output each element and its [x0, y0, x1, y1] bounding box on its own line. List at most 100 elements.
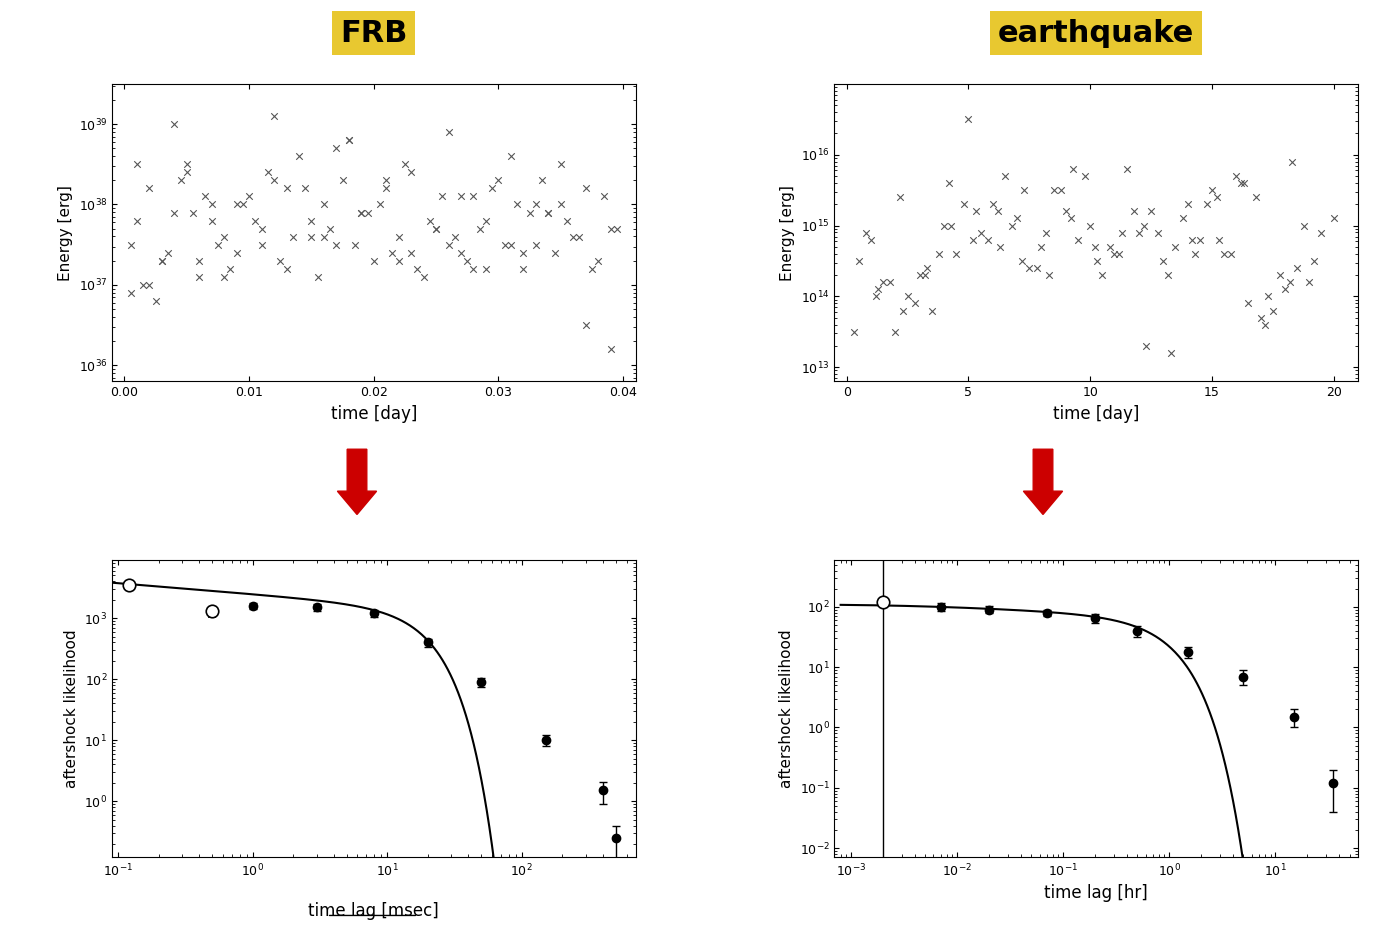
Point — [175, 165, 197, 180]
Point — [587, 254, 609, 268]
Point — [424, 221, 447, 236]
Point — [1172, 211, 1194, 226]
Point — [1201, 183, 1224, 198]
Point — [493, 238, 515, 253]
Point — [505, 197, 528, 212]
Point — [1176, 197, 1198, 212]
Point — [325, 238, 347, 253]
Point — [469, 221, 491, 236]
Point — [945, 246, 967, 261]
Point — [1232, 175, 1254, 190]
Point — [312, 197, 335, 212]
Point — [1231, 175, 1253, 190]
Point — [344, 238, 367, 253]
Point — [350, 205, 372, 220]
Point — [126, 213, 148, 228]
Point — [1257, 289, 1280, 304]
Point — [207, 238, 230, 253]
Point — [1011, 254, 1033, 268]
Point — [337, 132, 360, 147]
Point — [1103, 246, 1126, 261]
Point — [1123, 204, 1145, 219]
Point — [119, 285, 141, 300]
Y-axis label: aftershock likelihood: aftershock likelihood — [778, 629, 794, 788]
Point — [1245, 190, 1267, 205]
Point — [932, 218, 955, 233]
Point — [1196, 197, 1218, 212]
Point — [276, 181, 298, 196]
Point — [1152, 254, 1175, 268]
Point — [200, 213, 223, 228]
Point — [368, 197, 391, 212]
Point — [1212, 246, 1235, 261]
Point — [574, 181, 596, 196]
Point — [188, 269, 210, 284]
Point — [225, 197, 248, 212]
Point — [1208, 232, 1231, 247]
Point — [1063, 161, 1085, 176]
Point — [169, 173, 192, 188]
Point — [1135, 338, 1158, 353]
Point — [475, 261, 497, 276]
Point — [195, 189, 217, 204]
Point — [144, 294, 167, 308]
Point — [903, 296, 925, 311]
Point — [375, 181, 398, 196]
Point — [319, 221, 342, 236]
Point — [251, 221, 273, 236]
Point — [1268, 267, 1291, 282]
Y-axis label: Energy [erg]: Energy [erg] — [57, 185, 73, 281]
Point — [437, 238, 459, 253]
Point — [843, 324, 865, 339]
Point — [462, 261, 484, 276]
Point — [525, 197, 547, 212]
Point — [606, 221, 629, 236]
Point — [269, 254, 291, 268]
Point — [300, 213, 322, 228]
X-axis label: time [day]: time [day] — [1053, 404, 1140, 423]
Point — [213, 229, 235, 244]
Point — [1084, 240, 1106, 254]
Point — [119, 238, 141, 253]
Point — [151, 254, 174, 268]
Text: earthquake: earthquake — [998, 19, 1194, 48]
Point — [244, 213, 266, 228]
Point — [538, 205, 560, 220]
Point — [337, 132, 360, 147]
Point — [500, 238, 522, 253]
Point — [220, 261, 242, 276]
Point — [1159, 346, 1182, 361]
Point — [1140, 204, 1162, 219]
Point — [889, 190, 911, 205]
Point — [300, 229, 322, 244]
Point — [1274, 281, 1296, 296]
Point — [865, 289, 888, 304]
Point — [449, 245, 472, 260]
Point — [1156, 267, 1179, 282]
Point — [132, 278, 154, 293]
Point — [965, 204, 987, 219]
Point — [561, 229, 584, 244]
Point — [256, 165, 279, 180]
Point — [1298, 275, 1320, 290]
Point — [599, 221, 622, 236]
Point — [538, 205, 560, 220]
Point — [375, 173, 398, 188]
Point — [1110, 226, 1133, 240]
Point — [350, 205, 372, 220]
Point — [1127, 226, 1149, 240]
Point — [263, 173, 286, 188]
Point — [921, 303, 944, 318]
Point — [913, 267, 935, 282]
Point — [1109, 246, 1131, 261]
Point — [896, 289, 918, 304]
Point — [962, 232, 984, 247]
Text: FRB: FRB — [340, 19, 407, 48]
Point — [1278, 275, 1301, 290]
Point — [581, 261, 603, 276]
Point — [182, 205, 204, 220]
Point — [1030, 240, 1053, 254]
Point — [855, 226, 878, 240]
Point — [139, 278, 161, 293]
Point — [456, 254, 479, 268]
